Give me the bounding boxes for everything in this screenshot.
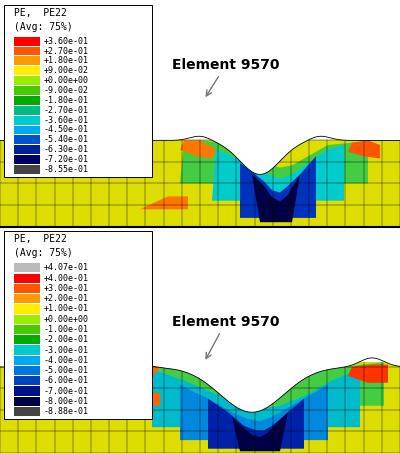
Bar	[14, 335, 40, 344]
Bar	[14, 304, 40, 313]
Text: -1.00e-01: -1.00e-01	[44, 325, 89, 334]
Polygon shape	[232, 412, 288, 451]
Bar	[14, 86, 40, 95]
Text: Element 9570: Element 9570	[172, 315, 280, 359]
Bar	[14, 274, 40, 283]
Bar	[14, 116, 40, 125]
Bar	[14, 165, 40, 174]
Polygon shape	[252, 174, 300, 222]
Text: -5.40e-01: -5.40e-01	[44, 135, 89, 145]
Bar	[14, 155, 40, 164]
Text: +2.00e-01: +2.00e-01	[44, 294, 89, 303]
Polygon shape	[140, 197, 188, 209]
Text: +0.00e+00: +0.00e+00	[44, 76, 89, 85]
Polygon shape	[152, 369, 360, 427]
Polygon shape	[104, 362, 160, 381]
Text: -2.70e-01: -2.70e-01	[44, 106, 89, 115]
Bar	[14, 263, 40, 273]
Bar	[14, 366, 40, 375]
Polygon shape	[180, 385, 328, 440]
Text: -8.55e-01: -8.55e-01	[44, 165, 89, 174]
Text: -1.80e-01: -1.80e-01	[44, 96, 89, 105]
Bar	[14, 66, 40, 75]
Text: -3.00e-01: -3.00e-01	[44, 346, 89, 355]
Text: +2.70e-01: +2.70e-01	[44, 47, 89, 56]
Polygon shape	[108, 393, 160, 406]
Bar	[0, 140, 400, 226]
Polygon shape	[240, 156, 316, 218]
Bar	[14, 314, 40, 324]
Text: -7.00e-01: -7.00e-01	[44, 386, 89, 395]
Text: PE,  PE22: PE, PE22	[14, 235, 67, 245]
Bar	[14, 294, 40, 304]
Text: PE,  PE22: PE, PE22	[14, 8, 67, 18]
Polygon shape	[348, 365, 388, 383]
Bar	[14, 125, 40, 135]
Polygon shape	[208, 399, 304, 448]
Text: -4.00e-01: -4.00e-01	[44, 356, 89, 365]
Bar	[14, 325, 40, 334]
Bar	[14, 145, 40, 154]
Text: -7.20e-01: -7.20e-01	[44, 155, 89, 164]
Text: -3.60e-01: -3.60e-01	[44, 116, 89, 125]
Text: -9.00e-02: -9.00e-02	[44, 86, 89, 95]
Text: (Avg: 75%): (Avg: 75%)	[14, 21, 73, 32]
Text: -6.00e-01: -6.00e-01	[44, 376, 89, 386]
Text: +3.00e-01: +3.00e-01	[44, 284, 89, 293]
Bar	[14, 57, 40, 65]
Text: -8.00e-01: -8.00e-01	[44, 397, 89, 406]
Bar	[14, 386, 40, 396]
Polygon shape	[180, 140, 368, 183]
Bar	[14, 37, 40, 46]
Bar	[14, 397, 40, 406]
Text: +9.00e-02: +9.00e-02	[44, 66, 89, 75]
Text: -6.30e-01: -6.30e-01	[44, 145, 89, 154]
Bar	[14, 284, 40, 293]
FancyBboxPatch shape	[4, 231, 152, 419]
Text: +0.00e+00: +0.00e+00	[44, 315, 89, 324]
Polygon shape	[180, 140, 216, 159]
Bar	[14, 345, 40, 355]
Polygon shape	[212, 145, 344, 201]
Text: -2.00e-01: -2.00e-01	[44, 335, 89, 344]
FancyBboxPatch shape	[4, 5, 152, 177]
Text: +1.80e-01: +1.80e-01	[44, 57, 89, 65]
Polygon shape	[112, 362, 384, 406]
Bar	[0, 362, 400, 453]
Text: +4.00e-01: +4.00e-01	[44, 274, 89, 283]
Bar	[14, 376, 40, 386]
Polygon shape	[348, 140, 380, 159]
Text: -4.50e-01: -4.50e-01	[44, 125, 89, 135]
Text: +4.07e-01: +4.07e-01	[44, 263, 89, 272]
Text: +3.60e-01: +3.60e-01	[44, 37, 89, 46]
Text: (Avg: 75%): (Avg: 75%)	[14, 248, 73, 258]
Bar	[14, 356, 40, 365]
Bar	[14, 106, 40, 115]
Bar	[14, 47, 40, 55]
Bar	[14, 96, 40, 105]
Text: Element 9570: Element 9570	[172, 58, 280, 96]
Text: -8.88e-01: -8.88e-01	[44, 407, 89, 416]
Bar	[14, 407, 40, 416]
Bar	[14, 135, 40, 145]
Text: +1.00e-01: +1.00e-01	[44, 304, 89, 313]
Bar	[14, 76, 40, 85]
Text: -5.00e-01: -5.00e-01	[44, 366, 89, 375]
